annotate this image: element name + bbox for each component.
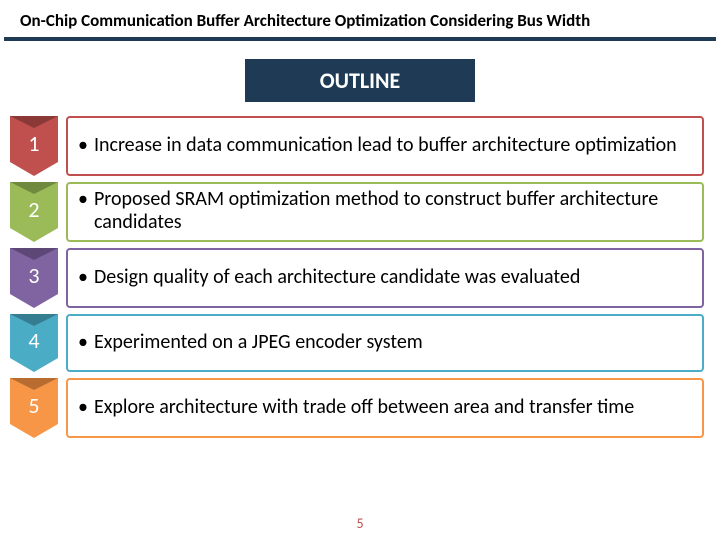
item-text: Explore architecture with trade off betw… <box>94 396 634 419</box>
page-number: 5 <box>0 515 720 532</box>
chevron-icon: 1 <box>10 116 58 176</box>
bullet-dot: • <box>78 266 94 289</box>
outline-item: 5 •Explore architecture with trade off be… <box>10 378 704 438</box>
bullet-dot: • <box>78 188 94 234</box>
item-content: •Proposed SRAM optimization method to co… <box>66 182 704 242</box>
item-number: 3 <box>28 262 39 289</box>
bullet-dot: • <box>78 134 94 157</box>
chevron-icon: 3 <box>10 248 58 308</box>
page-title: On-Chip Communication Buffer Architectur… <box>20 10 700 31</box>
outline-list: 1•Increase in data communication lead to… <box>0 116 720 438</box>
item-content: •Explore architecture with trade off bet… <box>66 378 704 438</box>
chevron-icon: 5 <box>10 378 58 438</box>
outline-item: 4 •Experimented on a JPEG encoder system <box>10 314 704 372</box>
item-text: Design quality of each architecture cand… <box>94 266 580 289</box>
item-number: 5 <box>28 392 39 419</box>
outline-heading: OUTLINE <box>245 59 475 102</box>
bullet-dot: • <box>78 396 94 419</box>
bullet-dot: • <box>78 331 94 354</box>
outline-item: 2 •Proposed SRAM optimization method to c… <box>10 182 704 242</box>
chevron-icon: 2 <box>10 182 58 242</box>
item-number: 1 <box>28 130 39 157</box>
item-content: •Experimented on a JPEG encoder system <box>66 314 704 372</box>
outline-item: 3 •Design quality of each architecture ca… <box>10 248 704 308</box>
item-content: •Increase in data communication lead to … <box>66 116 704 176</box>
title-bar: On-Chip Communication Buffer Architectur… <box>0 0 720 37</box>
item-content: •Design quality of each architecture can… <box>66 248 704 308</box>
title-underline <box>4 37 716 41</box>
chevron-icon: 4 <box>10 314 58 372</box>
item-text: Experimented on a JPEG encoder system <box>94 331 423 354</box>
item-text: Increase in data communication lead to b… <box>94 134 677 157</box>
item-text: Proposed SRAM optimization method to con… <box>94 188 692 234</box>
item-number: 2 <box>28 196 39 223</box>
item-number: 4 <box>28 327 39 354</box>
outline-item: 1 •Increase in data communication lead to… <box>10 116 704 176</box>
